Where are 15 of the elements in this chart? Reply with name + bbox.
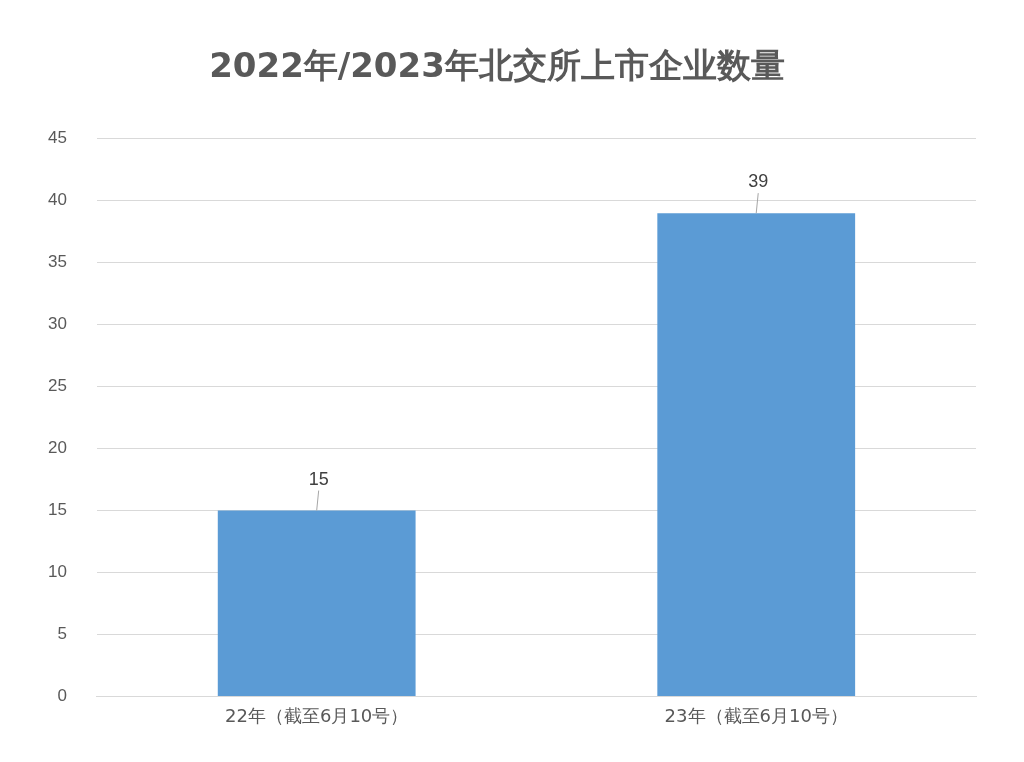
y-tick-label: 30 [47,314,67,334]
x-tick-label: 22年（截至6月10号） [225,704,409,726]
x-tick-label: 23年（截至6月10号） [664,704,848,726]
data-label: 15 [308,468,329,489]
y-tick-label: 20 [47,438,67,458]
y-tick-label: 10 [47,562,67,582]
chart-title: 2022年/2023年北交所上市企业数量 [209,45,785,86]
y-tick-label: 40 [47,190,67,210]
y-tick-label: 35 [47,252,67,272]
y-tick-label: 45 [47,128,67,148]
y-tick-label: 0 [57,686,67,706]
y-tick-label: 15 [47,500,67,520]
data-label: 39 [748,171,769,192]
y-tick-label: 25 [47,376,67,396]
y-tick-label: 5 [57,624,67,644]
